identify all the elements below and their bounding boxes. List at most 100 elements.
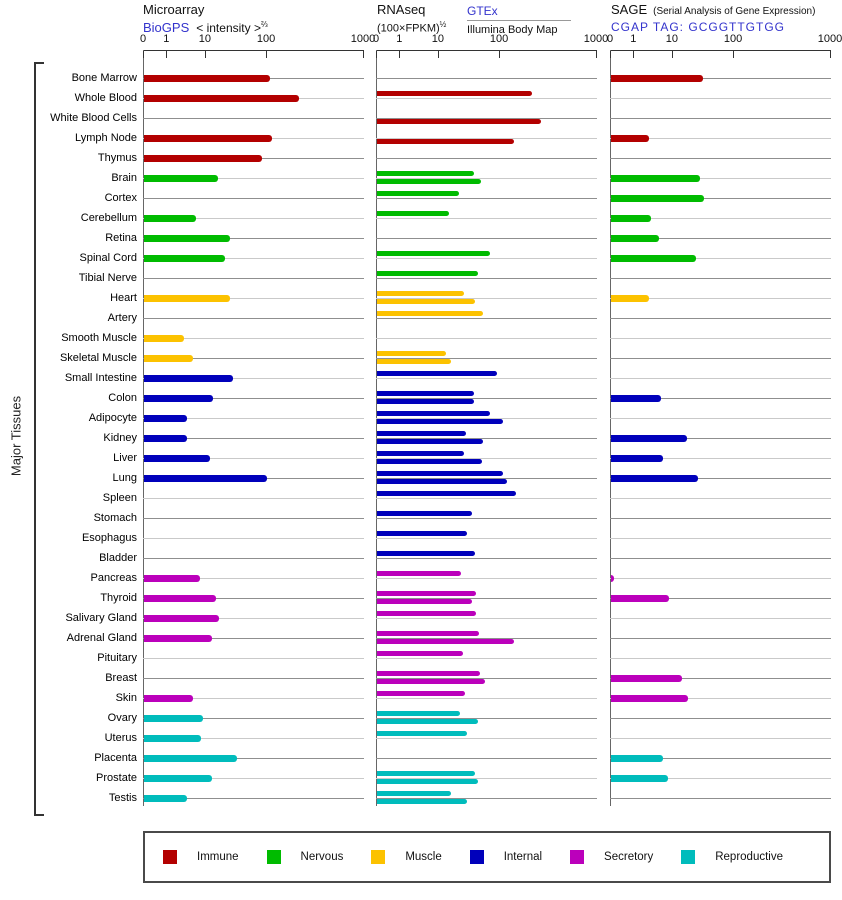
legend-swatch-reproductive — [681, 850, 696, 864]
bar-microarray — [144, 695, 194, 702]
legend-swatch-secretory — [570, 850, 585, 864]
sage-title-row: SAGE (Serial Analysis of Gene Expression) — [611, 3, 815, 19]
row-gridline — [143, 618, 364, 619]
bar-sage — [611, 675, 682, 682]
bar-sage — [611, 475, 698, 482]
bar-sage — [611, 395, 662, 402]
axis-tick-microarray-0 — [143, 51, 144, 58]
bar-rnaseq-gtex — [377, 711, 460, 716]
plot-left-border-microarray — [143, 50, 144, 806]
row-gridline — [610, 458, 831, 459]
row-gridline — [610, 78, 831, 79]
axis-tick-label-sage-0: 0 — [606, 33, 614, 45]
row-gridline — [143, 678, 364, 679]
row-gridline — [376, 458, 597, 459]
axis-tick-label-sage-10: 10 — [665, 33, 679, 45]
axis-tick-label-microarray-1000: 1000 — [350, 33, 376, 45]
row-gridline — [376, 118, 597, 119]
tissue-label: Thyroid — [100, 592, 137, 604]
biogps-link[interactable]: BioGPS — [143, 20, 190, 35]
bar-microarray — [144, 595, 217, 602]
row-gridline — [143, 778, 364, 779]
bar-rnaseq-gtex — [377, 671, 480, 676]
row-gridline — [376, 618, 597, 619]
tissue-label: Cerebellum — [80, 212, 137, 224]
row-gridline — [143, 598, 364, 599]
tissue-label: Skeletal Muscle — [59, 352, 137, 364]
axis-tick-label-rnaseq-1: 1 — [396, 33, 403, 45]
bar-rnaseq-gtex — [377, 691, 466, 696]
cgap-tag-link[interactable]: CGAP TAG: GCGGTTGTGG — [611, 20, 786, 34]
row-gridline — [143, 498, 364, 499]
row-gridline — [610, 158, 831, 159]
axis-tick-microarray-10 — [204, 51, 206, 58]
row-gridline — [610, 738, 831, 739]
tissue-label: Kidney — [103, 432, 137, 444]
row-gridline — [143, 658, 364, 659]
gtex-link[interactable]: GTEx — [467, 4, 498, 18]
axis-tick-sage-0 — [610, 51, 611, 58]
bar-rnaseq-illumina — [377, 679, 486, 684]
rnaseq-header: RNAseq (100×FPKM)½ — [377, 3, 446, 36]
axis-tick-label-rnaseq-10: 10 — [431, 33, 445, 45]
row-gridline — [376, 658, 597, 659]
axis-line-sage — [610, 50, 831, 51]
tissue-label: Esophagus — [81, 532, 137, 544]
axis-tick-microarray-100 — [266, 51, 268, 58]
tissue-label: Prostate — [96, 772, 137, 784]
tissue-label: Spleen — [102, 492, 137, 504]
bar-rnaseq-illumina — [377, 459, 483, 464]
row-gridline — [376, 538, 597, 539]
row-gridline — [376, 178, 597, 179]
rnaseq-sources: GTEx Illumina Body Map — [467, 4, 571, 37]
tissue-label: White Blood Cells — [50, 112, 137, 124]
microarray-title: Microarray — [143, 2, 205, 17]
tissue-label: Cortex — [104, 192, 137, 204]
bar-microarray — [144, 735, 202, 742]
row-gridline — [143, 278, 364, 279]
legend-swatch-immune — [163, 850, 177, 864]
row-gridline — [610, 198, 831, 199]
row-gridline — [610, 218, 831, 219]
row-gridline — [376, 238, 597, 239]
tissue-label: Artery — [107, 312, 137, 324]
legend-label-internal: Internal — [503, 851, 543, 863]
row-gridline — [610, 398, 831, 399]
row-gridline — [376, 798, 597, 799]
bar-microarray — [144, 615, 219, 622]
bar-rnaseq-gtex — [377, 511, 472, 516]
bar-microarray — [144, 775, 212, 782]
row-gridline — [376, 578, 597, 579]
illumina-body-map-label: Illumina Body Map — [467, 24, 558, 36]
tissue-label: Tibial Nerve — [78, 272, 137, 284]
bar-rnaseq-gtex — [377, 531, 468, 536]
row-gridline — [610, 678, 831, 679]
bar-rnaseq-illumina — [377, 299, 475, 304]
row-gridline — [143, 578, 364, 579]
rnaseq-source-divider — [467, 20, 571, 21]
tissue-label: Small Intestine — [64, 372, 137, 384]
bar-sage — [611, 255, 696, 262]
row-gridline — [376, 278, 597, 279]
legend-label-reproductive: Reproductive — [715, 851, 783, 863]
bar-microarray — [144, 235, 230, 242]
rnaseq-measure-text: (100×FPKM) — [377, 22, 440, 35]
row-gridline — [376, 158, 597, 159]
row-gridline — [610, 478, 831, 479]
microarray-measure-exponent: ⅔ — [260, 20, 268, 29]
legend-label-nervous: Nervous — [300, 851, 344, 863]
row-gridline — [143, 398, 364, 399]
bar-sage — [611, 295, 650, 302]
axis-line-rnaseq — [376, 50, 597, 51]
tissue-label: Pancreas — [90, 572, 137, 584]
legend-item-secretory: Secretory — [570, 850, 653, 864]
row-gridline — [143, 758, 364, 759]
row-gridline — [610, 178, 831, 179]
row-gridline — [610, 758, 831, 759]
plot-left-border-sage — [610, 50, 611, 806]
bar-sage — [611, 175, 701, 182]
bar-rnaseq-gtex — [377, 391, 474, 396]
row-gridline — [143, 798, 364, 799]
row-gridline — [376, 558, 597, 559]
row-gridline — [143, 198, 364, 199]
